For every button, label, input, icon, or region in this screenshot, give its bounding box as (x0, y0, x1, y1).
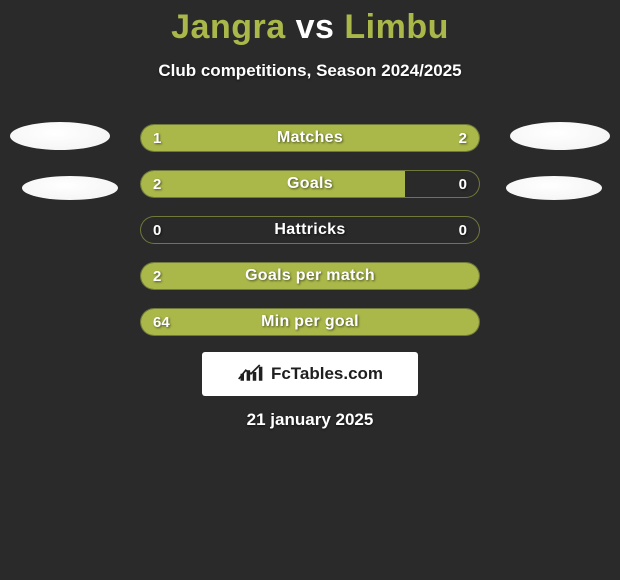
avatar-left-2 (22, 176, 118, 200)
stat-bar: 64Min per goal (140, 308, 480, 336)
bar-label: Min per goal (141, 309, 479, 335)
logo-box: FcTables.com (202, 352, 418, 396)
bar-label: Hattricks (141, 217, 479, 243)
avatar-right-1 (510, 122, 610, 150)
avatar-right-2 (506, 176, 602, 200)
player1-name: Jangra (171, 8, 286, 46)
stat-bar: 12Matches (140, 124, 480, 152)
stat-bar: 2Goals per match (140, 262, 480, 290)
chart-icon (237, 361, 265, 388)
page-title: Jangra vs Limbu (0, 0, 620, 47)
comparison-bars: 12Matches 20Goals 00Hattricks 2Goals per ma… (140, 124, 480, 354)
vs-label: vs (296, 8, 335, 46)
bar-label: Goals (141, 171, 479, 197)
stat-bar: 20Goals (140, 170, 480, 198)
player2-name: Limbu (344, 8, 448, 46)
logo-text: FcTables.com (271, 364, 383, 384)
bar-label: Matches (141, 125, 479, 151)
bar-label: Goals per match (141, 263, 479, 289)
avatar-left-1 (10, 122, 110, 150)
date-label: 21 january 2025 (0, 410, 620, 430)
subtitle: Club competitions, Season 2024/2025 (0, 61, 620, 81)
stat-bar: 00Hattricks (140, 216, 480, 244)
